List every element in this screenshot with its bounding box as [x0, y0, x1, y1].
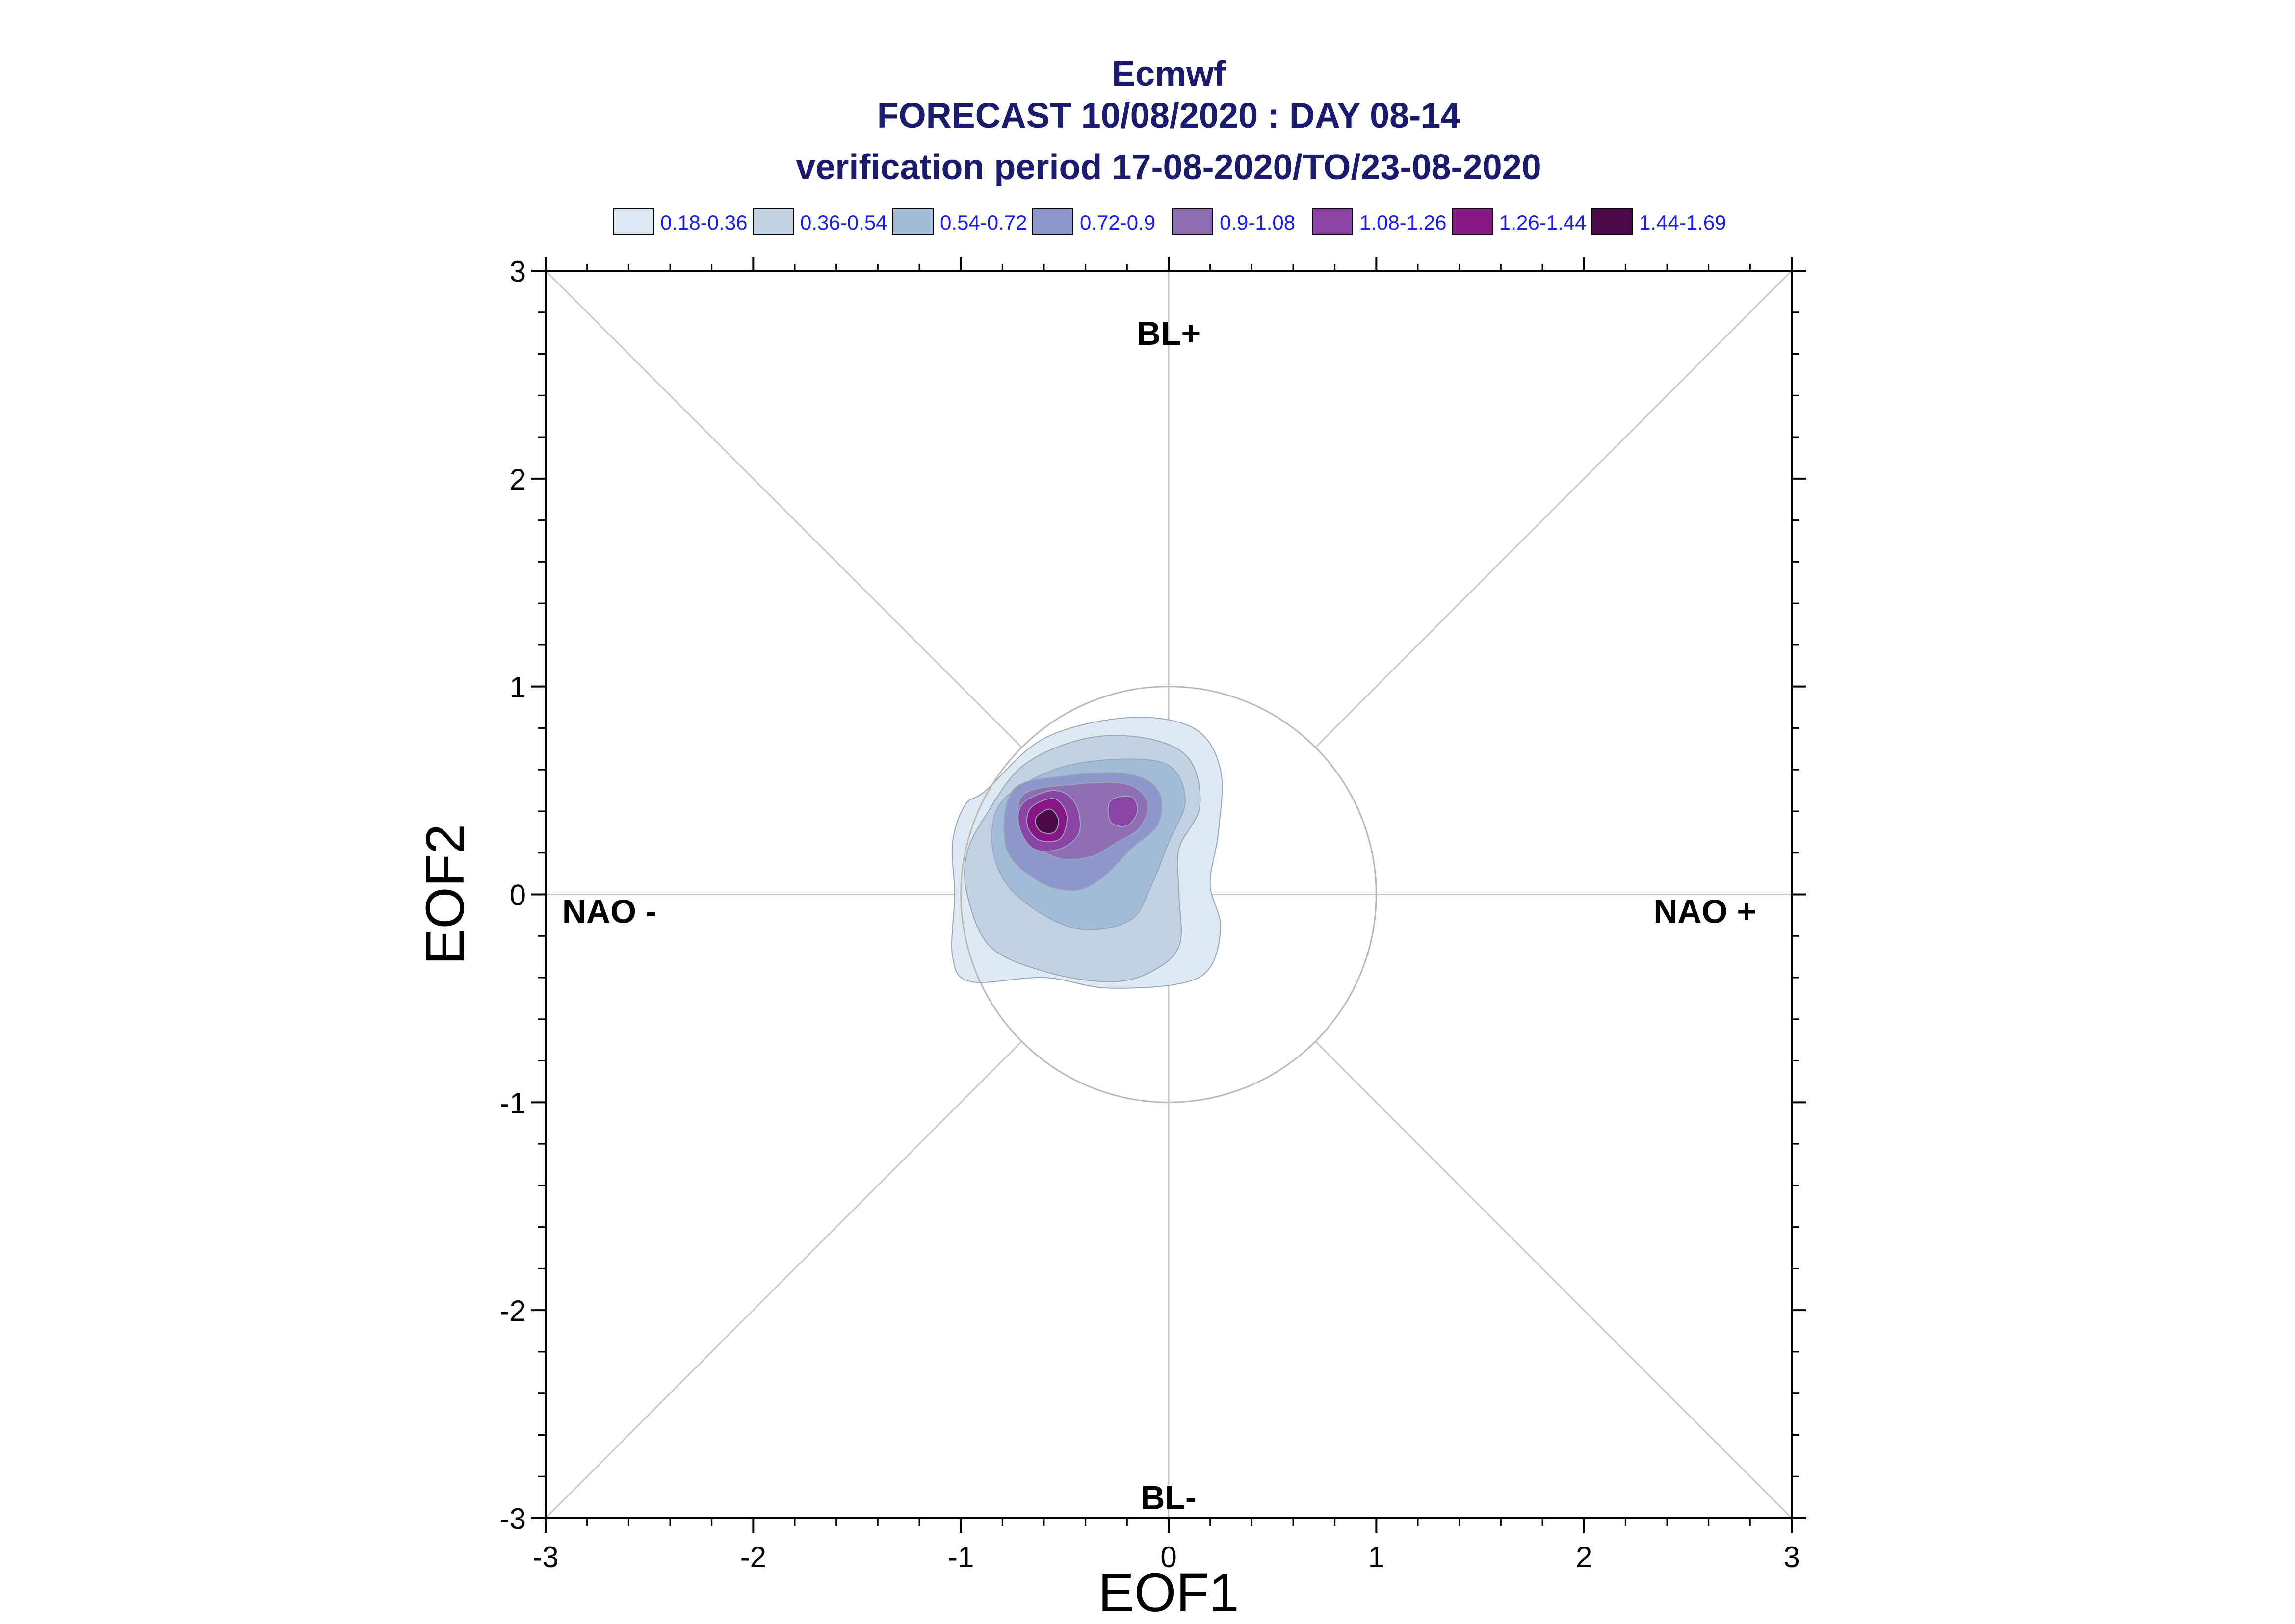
annotation-bl-plus: BL+ — [1137, 315, 1200, 352]
annotation-nao-minus: NAO - — [562, 893, 657, 930]
legend-swatch — [613, 208, 654, 235]
y-axis-title: EOF2 — [415, 824, 475, 965]
x-tick-label: 3 — [1783, 1541, 1799, 1573]
x-tick-label: 0 — [1160, 1541, 1176, 1573]
y-tick-label: 1 — [510, 671, 526, 704]
legend-label: 0.54-0.72 — [940, 211, 1027, 234]
y-tick-label: 2 — [510, 463, 526, 496]
legend-label: 0.9-1.08 — [1220, 211, 1295, 234]
legend-swatch — [753, 208, 794, 235]
legend-label: 0.36-0.54 — [800, 211, 887, 234]
y-tick-label: -3 — [500, 1502, 526, 1535]
plot-inner — [546, 271, 1792, 1518]
diagonal-guide-line — [1315, 1041, 1792, 1518]
legend-swatch — [1452, 208, 1493, 235]
reference-circle — [960, 686, 1377, 1103]
plot-area: BL+ BL- NAO - NAO + — [546, 271, 1792, 1518]
legend-swatch — [1591, 208, 1633, 235]
axes: -3 -2 -1 0 1 2 3 -3 -2 -1 0 1 2 3 EOF1 EOF2 — [415, 255, 1806, 1623]
chart-title-line: Ecmwf — [1112, 54, 1226, 94]
legend: 0.18-0.36 0.36-0.54 0.54-0.72 0.72-0.9 0.9-1… — [613, 208, 1726, 235]
legend-label: 1.08-1.26 — [1359, 211, 1446, 234]
x-tick-label: -2 — [740, 1541, 766, 1573]
legend-label: 0.18-0.36 — [660, 211, 747, 234]
diagonal-guide-line — [1315, 271, 1792, 748]
chart-title-line: FORECAST 10/08/2020 : DAY 08-14 — [877, 96, 1460, 135]
density-contour — [1107, 795, 1138, 827]
diagonal-guide-line — [546, 271, 1022, 748]
x-tick-label: -3 — [532, 1541, 558, 1573]
annotation-nao-plus: NAO + — [1653, 893, 1756, 930]
x-tick-label: 1 — [1368, 1541, 1384, 1573]
legend-swatch — [892, 208, 934, 235]
legend-swatch — [1172, 208, 1213, 235]
legend-swatch — [1032, 208, 1073, 235]
legend-label: 0.72-0.9 — [1080, 211, 1155, 234]
diagonal-guide-line — [546, 1041, 1022, 1518]
annotation-bl-minus: BL- — [1141, 1479, 1196, 1517]
y-tick-label: -2 — [500, 1294, 526, 1327]
x-axis-title: EOF1 — [1098, 1563, 1239, 1623]
chart-title-line: verification period 17-08-2020/TO/23-08-… — [796, 148, 1541, 187]
x-tick-label: 2 — [1576, 1541, 1592, 1573]
y-tick-label: -1 — [500, 1086, 526, 1119]
legend-label: 1.44-1.69 — [1639, 211, 1726, 234]
legend-swatch — [1312, 208, 1353, 235]
y-tick-label: 0 — [510, 879, 526, 912]
y-tick-label: 3 — [510, 255, 526, 288]
legend-label: 1.26-1.44 — [1499, 211, 1586, 234]
x-tick-label: -1 — [948, 1541, 974, 1573]
density-contour — [1035, 808, 1059, 834]
